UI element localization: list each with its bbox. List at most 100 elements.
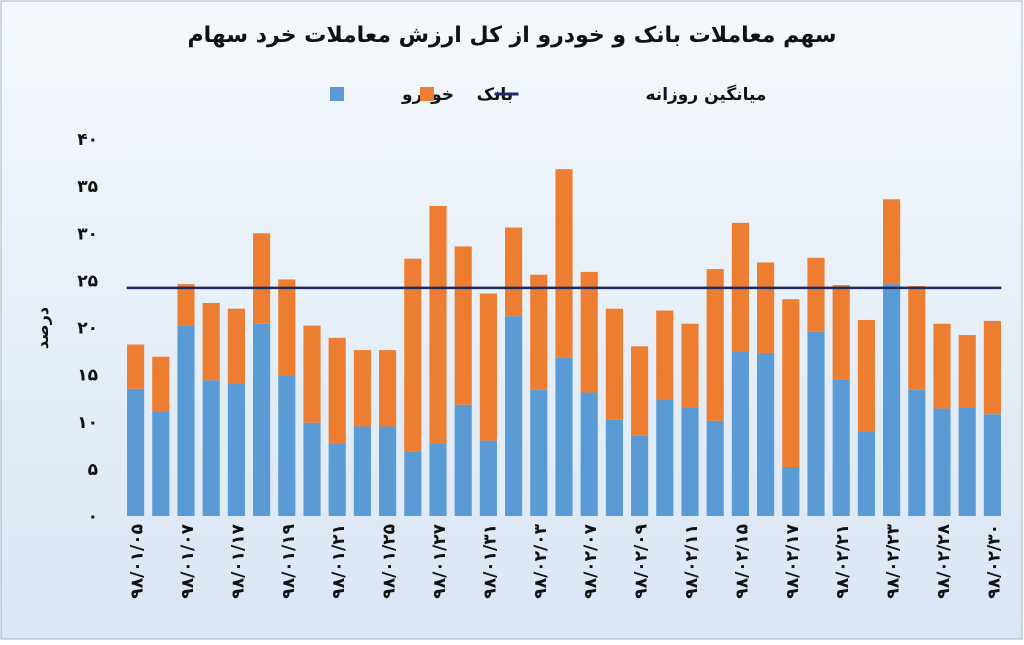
bar-segment (253, 323, 271, 516)
bar-segment (127, 344, 145, 389)
bar-segment (681, 323, 699, 408)
y-tick-label: ۵ (88, 460, 98, 480)
bar-segment (404, 258, 422, 452)
bar-segment (555, 357, 573, 516)
bar-segment (908, 389, 926, 516)
x-tick-label: ۹۸/۰۲/۱۱ (682, 524, 702, 599)
bar-segment (857, 431, 875, 516)
bar-segment (782, 466, 800, 516)
y-tick-label: ۲۰ (77, 319, 98, 339)
y-tick-label: ۴۰ (77, 130, 98, 150)
y-tick-label: ۰ (88, 507, 98, 527)
legend-swatch (420, 87, 434, 101)
bar-segment (883, 284, 901, 516)
x-tick-label: ۹۸/۰۱/۰۷ (178, 523, 198, 598)
bar-segment (479, 440, 497, 516)
x-tick-label: ۹۸/۰۱/۰۵ (128, 524, 148, 599)
bar-segment (656, 310, 674, 400)
bar-segment (328, 337, 346, 444)
x-tick-label: ۹۸/۰۲/۱۵ (732, 524, 752, 599)
bar-segment (505, 316, 523, 516)
legend-swatch (330, 87, 344, 101)
chart-title: سهم معاملات بانک و خودرو از کل ارزش معام… (188, 23, 837, 48)
bar-segment (152, 411, 170, 516)
bar-segment (555, 169, 573, 358)
bar-segment (303, 325, 321, 423)
bar-segment (530, 274, 548, 390)
x-tick-label: ۹۸/۰۲/۳۰ (984, 524, 1004, 599)
x-tick-label: ۹۸/۰۱/۲۵ (380, 524, 400, 599)
bar-segment (580, 392, 598, 516)
bar-segment (227, 383, 245, 516)
bar-segment (202, 302, 220, 381)
bar-segment (278, 279, 296, 376)
bar-segment (832, 285, 850, 380)
bar-segment (379, 426, 397, 516)
bar-segment (177, 284, 195, 326)
bar-segment (706, 420, 724, 516)
bar-segment (353, 426, 371, 516)
bar-segment (958, 407, 976, 516)
x-tick-label: ۹۸/۰۱/۳۱ (480, 524, 500, 599)
bar-segment (580, 271, 598, 393)
bar-segment (530, 389, 548, 516)
bar-segment (605, 308, 623, 420)
bar-segment (505, 227, 523, 317)
bar-segment (328, 443, 346, 516)
x-tick-label: ۹۸/۰۲/۰۹ (632, 523, 652, 598)
y-tick-label: ۱۰ (77, 413, 98, 433)
bar-segment (429, 205, 447, 444)
bar-segment (681, 407, 699, 516)
bar-segment (631, 346, 649, 436)
x-tick-label: ۹۸/۰۲/۲۳ (884, 523, 904, 598)
bar-segment (454, 404, 472, 516)
bar-segment (832, 379, 850, 516)
y-axis-label: درصد (33, 307, 52, 349)
bar-segment (757, 352, 775, 516)
x-tick-label: ۹۸/۰۲/۱۷ (783, 523, 803, 598)
bar-segment (605, 419, 623, 516)
bar-segment (379, 350, 397, 427)
bar-segment (656, 399, 674, 516)
bar-segment (983, 414, 1001, 516)
x-tick-label: ۹۸/۰۲/۲۱ (833, 524, 853, 599)
bar-segment (454, 246, 472, 405)
bar-segment (152, 356, 170, 412)
y-tick-label: ۲۵ (77, 271, 98, 291)
x-tick-label: ۹۸/۰۲/۰۳ (531, 523, 551, 598)
bar-segment (782, 299, 800, 467)
bar-segment (177, 325, 195, 516)
legend-label: میانگین روزانه (646, 84, 767, 105)
bar-segment (303, 422, 321, 516)
bar-segment (429, 443, 447, 516)
bar-segment (278, 375, 296, 516)
bar-segment (202, 380, 220, 516)
bar-segment (933, 408, 951, 516)
x-tick-label: ۹۸/۰۱/۲۷ (430, 523, 450, 598)
x-tick-label: ۹۸/۰۱/۱۹ (279, 523, 299, 598)
bar-segment (127, 388, 145, 516)
x-tick-label: ۹۸/۰۲/۲۸ (934, 523, 954, 598)
bar-segment (706, 269, 724, 421)
bar-segment (807, 257, 825, 332)
bar-segment (731, 351, 749, 516)
bar-segment (983, 320, 1001, 415)
bar-segment (227, 308, 245, 384)
legend: خودروبانکمیانگین روزانه (330, 84, 766, 105)
bar-segment (631, 435, 649, 516)
y-tick-label: ۳۵ (77, 177, 98, 197)
bar-segment (353, 350, 371, 427)
bar-segment (757, 262, 775, 353)
bar-segment (404, 451, 422, 516)
bar-segment (883, 199, 901, 285)
bar-segment (908, 286, 926, 390)
bar-segment (253, 233, 271, 324)
x-tick-label: ۹۸/۰۱/۲۱ (329, 524, 349, 599)
bar-segment (857, 319, 875, 432)
bar-segment (807, 331, 825, 516)
y-tick-label: ۳۰ (77, 224, 98, 244)
bar-segment (933, 323, 951, 409)
x-tick-label: ۹۸/۰۱/۱۷ (228, 523, 248, 598)
bar-segment (479, 293, 497, 441)
